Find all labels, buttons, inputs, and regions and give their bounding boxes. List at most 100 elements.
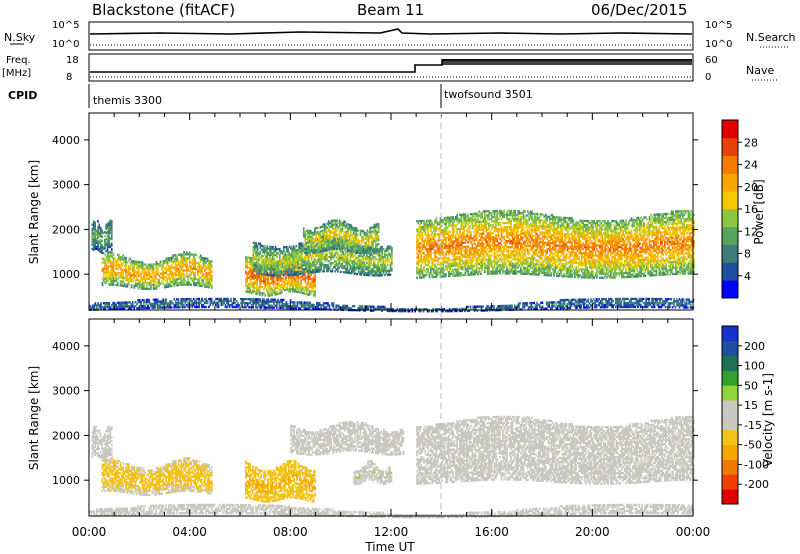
echo-cell: [112, 271, 115, 274]
echo-cell: [188, 263, 191, 266]
echo-cell: [350, 240, 352, 243]
echo-cell: [317, 256, 320, 259]
echo-cell: [338, 247, 341, 251]
echo-cell: [325, 249, 327, 252]
echo-cell: [453, 220, 456, 223]
echo-cell: [287, 268, 289, 271]
echo-cell: [172, 274, 174, 277]
echo-cell: [273, 270, 275, 273]
echo-cell: [367, 274, 370, 277]
echo-cell: [162, 266, 165, 269]
echo-cell: [307, 281, 309, 284]
echo-cell: [136, 272, 138, 276]
echo-cell: [118, 276, 120, 279]
echo-cell: [148, 265, 151, 268]
echo-cell: [384, 259, 386, 263]
echo-cell: [148, 287, 151, 290]
echo-cell: [339, 244, 342, 247]
echo-cell: [183, 277, 185, 280]
echo-cell: [281, 289, 283, 292]
echo-cell: [199, 264, 202, 267]
echo-cell: [327, 228, 330, 231]
echo-cell: [254, 292, 257, 295]
echo-cell: [272, 245, 274, 249]
echo-cell: [316, 226, 319, 230]
echo-cell: [269, 265, 271, 269]
echo-cell: [331, 254, 334, 257]
echo-cell: [363, 273, 365, 276]
echo-cell: [307, 283, 309, 286]
echo-cell: [337, 266, 339, 269]
echo-cell: [416, 230, 418, 233]
echo-cell: [424, 221, 427, 225]
echo-cell: [276, 286, 279, 289]
echo-cell: [172, 266, 174, 269]
echo-cell: [363, 253, 365, 256]
echo-cell: [174, 258, 177, 261]
echo-cell: [106, 226, 109, 229]
echo-cell: [268, 288, 271, 291]
echo-cell: [368, 264, 371, 267]
echo-cell: [186, 283, 188, 286]
echo-cell: [283, 280, 286, 284]
echo-cell: [92, 224, 95, 227]
echo-cell: [316, 232, 319, 236]
echo-cell: [297, 288, 300, 292]
echo-cell: [355, 268, 357, 271]
echo-cell: [290, 273, 292, 277]
echo-cell: [104, 263, 107, 266]
echo-cell: [332, 231, 334, 234]
echo-cell: [334, 235, 337, 238]
echo-cell: [308, 293, 311, 296]
echo-cell: [343, 242, 345, 245]
echo-cell: [350, 228, 352, 231]
echo-cell: [324, 266, 327, 269]
echo-cell: [323, 258, 325, 261]
echo-cell: [314, 245, 316, 248]
echo-cell: [106, 242, 109, 245]
echo-cell: [295, 261, 298, 264]
echo-cell: [317, 268, 320, 271]
echo-cell: [315, 233, 318, 236]
echo-cell: [112, 275, 115, 278]
echo-cell: [305, 285, 308, 288]
echo-cell: [319, 244, 322, 247]
echo-cell: [206, 279, 209, 283]
echo-cell: [194, 281, 196, 285]
echo-cell: [513, 248, 515, 251]
echo-cell: [151, 271, 154, 274]
echo-cell: [166, 273, 169, 276]
echo-cell: [427, 251, 429, 255]
echo-cell: [315, 235, 318, 238]
echo-cell: [263, 267, 266, 270]
echo-cell: [284, 252, 287, 255]
echo-cell: [370, 232, 373, 235]
echo-cell: [184, 279, 187, 282]
echo-cell: [507, 268, 510, 271]
echo-cell: [204, 277, 206, 280]
echo-cell: [362, 237, 365, 241]
echo-cell: [425, 264, 428, 267]
echo-cell: [318, 238, 320, 241]
echo-cell: [348, 247, 350, 250]
echo-cell: [298, 270, 300, 274]
echo-cell: [320, 244, 323, 247]
echo-cell: [471, 243, 474, 246]
echo-cell: [366, 233, 369, 236]
echo-cell: [374, 233, 377, 236]
echo-cell: [359, 253, 361, 256]
echo-cell: [262, 249, 264, 252]
echo-cell: [333, 219, 336, 222]
echo-cell: [305, 283, 308, 286]
echo-cell: [367, 259, 370, 263]
echo-cell: [381, 246, 383, 249]
echo-cell: [266, 255, 269, 258]
echo-cell: [183, 263, 185, 266]
echo-cell: [346, 253, 349, 256]
echo-cell: [352, 246, 355, 250]
echo-cell: [352, 228, 355, 231]
echo-cell: [368, 274, 371, 277]
echo-cell: [254, 280, 257, 283]
echo-cell: [375, 264, 378, 267]
echo-cell: [350, 226, 352, 229]
